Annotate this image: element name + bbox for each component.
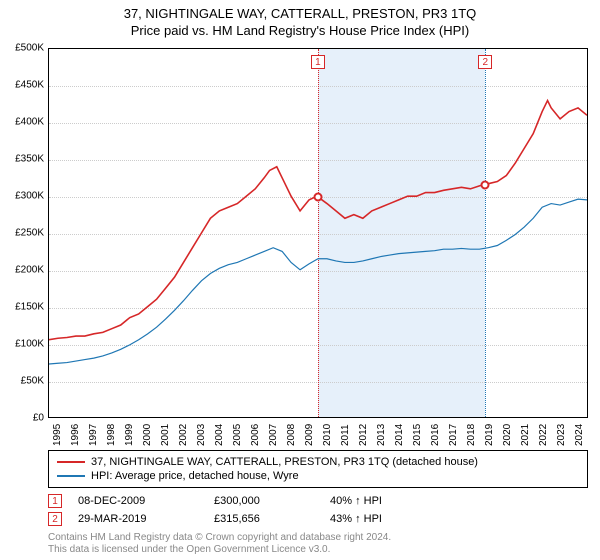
title-block: 37, NIGHTINGALE WAY, CATTERALL, PRESTON,… (0, 0, 600, 38)
sale-dot (313, 193, 322, 202)
x-axis-label: 2010 (322, 424, 333, 446)
x-axis-label: 1995 (52, 424, 63, 446)
x-axis-label: 1996 (70, 424, 81, 446)
legend-label: 37, NIGHTINGALE WAY, CATTERALL, PRESTON,… (91, 456, 478, 468)
legend-item: HPI: Average price, detached house, Wyre (57, 469, 579, 483)
sale-row: 2 29-MAR-2019 £315,656 43% ↑ HPI (48, 510, 588, 528)
sale-price: £315,656 (214, 513, 314, 525)
sale-index-box: 2 (48, 512, 62, 526)
sale-marker-box: 1 (311, 55, 325, 69)
y-axis-label: £0 (0, 413, 44, 424)
sale-date: 29-MAR-2019 (78, 513, 198, 525)
series-line-price_paid (49, 101, 587, 340)
y-axis-label: £250K (0, 228, 44, 239)
x-axis-label: 2017 (448, 424, 459, 446)
x-axis-label: 2013 (376, 424, 387, 446)
x-axis-label: 2012 (358, 424, 369, 446)
legend-label: HPI: Average price, detached house, Wyre (91, 470, 299, 482)
series-line-hpi (49, 199, 587, 364)
x-axis-label: 2009 (304, 424, 315, 446)
x-axis-label: 2007 (268, 424, 279, 446)
x-axis-label: 2020 (502, 424, 513, 446)
x-axis-label: 2019 (484, 424, 495, 446)
x-axis-label: 2014 (394, 424, 405, 446)
x-axis-label: 2003 (196, 424, 207, 446)
title-address: 37, NIGHTINGALE WAY, CATTERALL, PRESTON,… (0, 6, 600, 21)
footnote-line: Contains HM Land Registry data © Crown c… (48, 532, 588, 544)
x-axis-label: 2018 (466, 424, 477, 446)
x-axis-label: 1998 (106, 424, 117, 446)
sales-table: 1 08-DEC-2009 £300,000 40% ↑ HPI 2 29-MA… (48, 492, 588, 556)
y-axis-label: £350K (0, 154, 44, 165)
footnote: Contains HM Land Registry data © Crown c… (48, 532, 588, 556)
x-axis-label: 2001 (160, 424, 171, 446)
sale-marker-box: 2 (478, 55, 492, 69)
footnote-line: This data is licensed under the Open Gov… (48, 544, 588, 556)
y-axis-label: £150K (0, 302, 44, 313)
sale-row: 1 08-DEC-2009 £300,000 40% ↑ HPI (48, 492, 588, 510)
chart-container: 37, NIGHTINGALE WAY, CATTERALL, PRESTON,… (0, 0, 600, 560)
x-axis-label: 2021 (520, 424, 531, 446)
x-axis-label: 1999 (124, 424, 135, 446)
y-axis-label: £400K (0, 117, 44, 128)
sale-date: 08-DEC-2009 (78, 495, 198, 507)
line-chart-svg (49, 49, 587, 417)
y-axis-label: £100K (0, 339, 44, 350)
x-axis-label: 2000 (142, 424, 153, 446)
legend-swatch (57, 475, 85, 477)
x-axis-label: 2016 (430, 424, 441, 446)
x-axis-label: 2008 (286, 424, 297, 446)
x-axis-label: 2006 (250, 424, 261, 446)
y-axis-label: £50K (0, 376, 44, 387)
x-axis-label: 2005 (232, 424, 243, 446)
sale-dot (481, 181, 490, 190)
sale-hpi-diff: 43% ↑ HPI (330, 513, 450, 525)
x-axis-label: 2011 (340, 424, 351, 446)
sale-price: £300,000 (214, 495, 314, 507)
sale-hpi-diff: 40% ↑ HPI (330, 495, 450, 507)
y-axis-label: £450K (0, 80, 44, 91)
x-axis-label: 1997 (88, 424, 99, 446)
legend: 37, NIGHTINGALE WAY, CATTERALL, PRESTON,… (48, 450, 588, 488)
title-subtitle: Price paid vs. HM Land Registry's House … (0, 23, 600, 38)
x-axis-label: 2015 (412, 424, 423, 446)
legend-swatch (57, 461, 85, 463)
x-axis-label: 2024 (574, 424, 585, 446)
legend-item: 37, NIGHTINGALE WAY, CATTERALL, PRESTON,… (57, 455, 579, 469)
x-axis-label: 2023 (556, 424, 567, 446)
x-axis-label: 2022 (538, 424, 549, 446)
y-axis-label: £200K (0, 265, 44, 276)
sale-index-box: 1 (48, 494, 62, 508)
y-axis-label: £300K (0, 191, 44, 202)
plot-area: 12 (48, 48, 588, 418)
y-axis-label: £500K (0, 43, 44, 54)
x-axis-label: 2004 (214, 424, 225, 446)
x-axis-label: 2002 (178, 424, 189, 446)
